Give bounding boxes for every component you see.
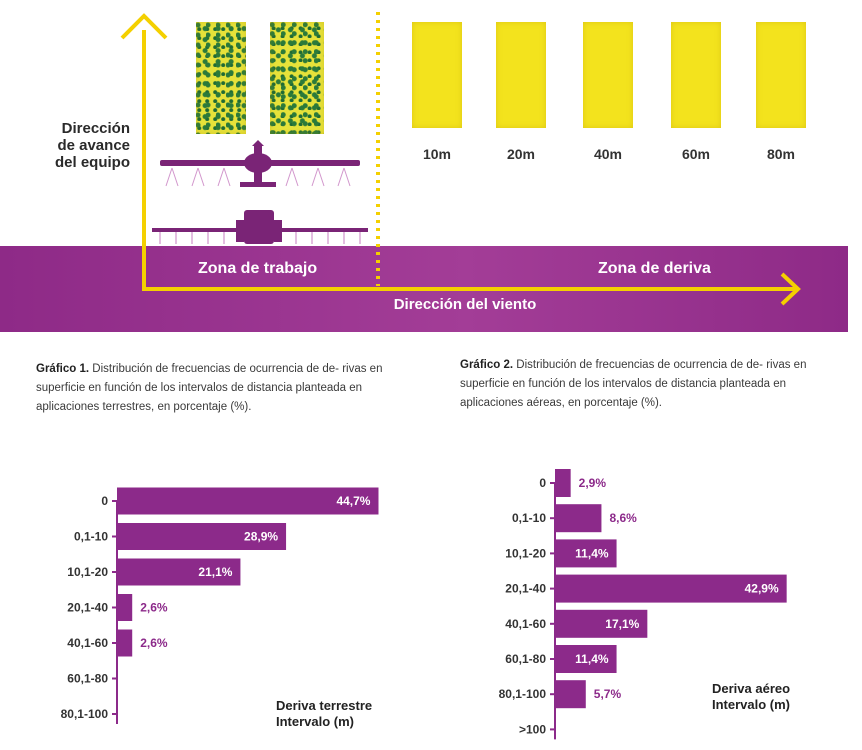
chart2-value-label: 2,9% [579,476,607,490]
drift-card-10m [412,22,462,128]
chart2-category-label: 80,1-100 [499,687,547,701]
chart2-value-label: 17,1% [605,617,639,631]
chart2-bar [555,469,571,497]
graph2-caption-text: Distribución de frecuencias de ocurrenci… [460,359,807,409]
chart1-category-label: 60,1-80 [67,672,108,686]
chart1-category-label: 10,1-20 [67,565,108,579]
chart1-category-label: 0,1-10 [74,530,108,544]
diagram-graphics [120,12,801,306]
chart1-category-label: 0 [101,494,108,508]
chart2-value-label: 11,4% [575,546,609,560]
distance-label: 20m [506,146,536,162]
chart2-value-label: 5,7% [594,687,622,701]
drift-card-80m [756,22,806,128]
chart2-category-label: 10,1-20 [505,546,546,560]
chart2-value-label: 11,4% [575,652,609,666]
spotted-card-1 [196,22,246,134]
chart1-bar [117,487,379,515]
graph2-caption-title: Gráfico 2. [460,359,514,371]
drift-card-40m [583,22,633,128]
advance-arrow-head [120,13,168,40]
drift-card-20m [496,22,546,128]
distance-label: 80m [766,146,796,162]
graph1-caption-text: Distribución de frecuencias de ocurrenci… [36,363,383,413]
chart2-category-label: 40,1-60 [505,617,546,631]
chart1-value-label: 2,6% [140,601,168,615]
chart2-bar [555,539,617,568]
chart1-bar [117,558,241,586]
drift-card-60m [671,22,721,128]
chart2-category-label: 20,1-40 [505,582,546,596]
chart2-category-label: 60,1-80 [505,652,546,666]
work-zone-label: Zona de trabajo [198,260,318,277]
chart2-category-label: 0,1-10 [512,511,546,525]
chart2-category-label: >100 [519,722,546,736]
chart1-title: Deriva terrestre Intervalo (m) [276,698,373,729]
distance-label: 40m [593,146,623,162]
chart1-bar [117,594,133,621]
chart2-bar [555,645,617,673]
drift-zone-label: Zona de deriva [598,260,711,277]
chart1-value-label: 44,7% [336,494,370,508]
chart2-title: Deriva aéreo Intervalo (m) [712,681,791,712]
chart2-category-label: 0 [539,476,546,490]
chart2-bar [555,609,648,638]
graph1-caption: Gráfico 1. Distribución de frecuencias d… [36,360,402,417]
chart1-bar [117,523,287,550]
chart2-bar [555,680,586,709]
chart2-value-label: 8,6% [609,511,637,525]
spotted-card-2 [270,22,324,134]
chart2-bar [555,504,602,533]
distance-label: 60m [681,146,711,162]
graph1-caption-title: Gráfico 1. [36,363,90,375]
chart1-category-label: 20,1-40 [67,601,108,615]
tractor-sprayer-icon [152,210,368,244]
chart2-value-label: 42,9% [745,582,779,596]
graph2-caption: Gráfico 2. Distribución de frecuencias d… [460,356,826,413]
wind-arrow-head [780,272,801,306]
distance-label: 10m [422,146,452,162]
chart1-value-label: 21,1% [198,565,232,579]
chart1-bar [117,629,133,657]
wind-direction-label: Dirección del viento [393,296,537,313]
equipment-direction-label: Dirección de avance del equipo [55,120,130,171]
chart1-value-label: 2,6% [140,636,168,650]
chart2-bar [555,574,787,603]
airplane-icon [160,140,360,187]
chart1-value-label: 28,9% [244,530,278,544]
chart1-category-label: 40,1-60 [67,636,108,650]
chart1-category-label: 80,1-100 [61,707,109,721]
